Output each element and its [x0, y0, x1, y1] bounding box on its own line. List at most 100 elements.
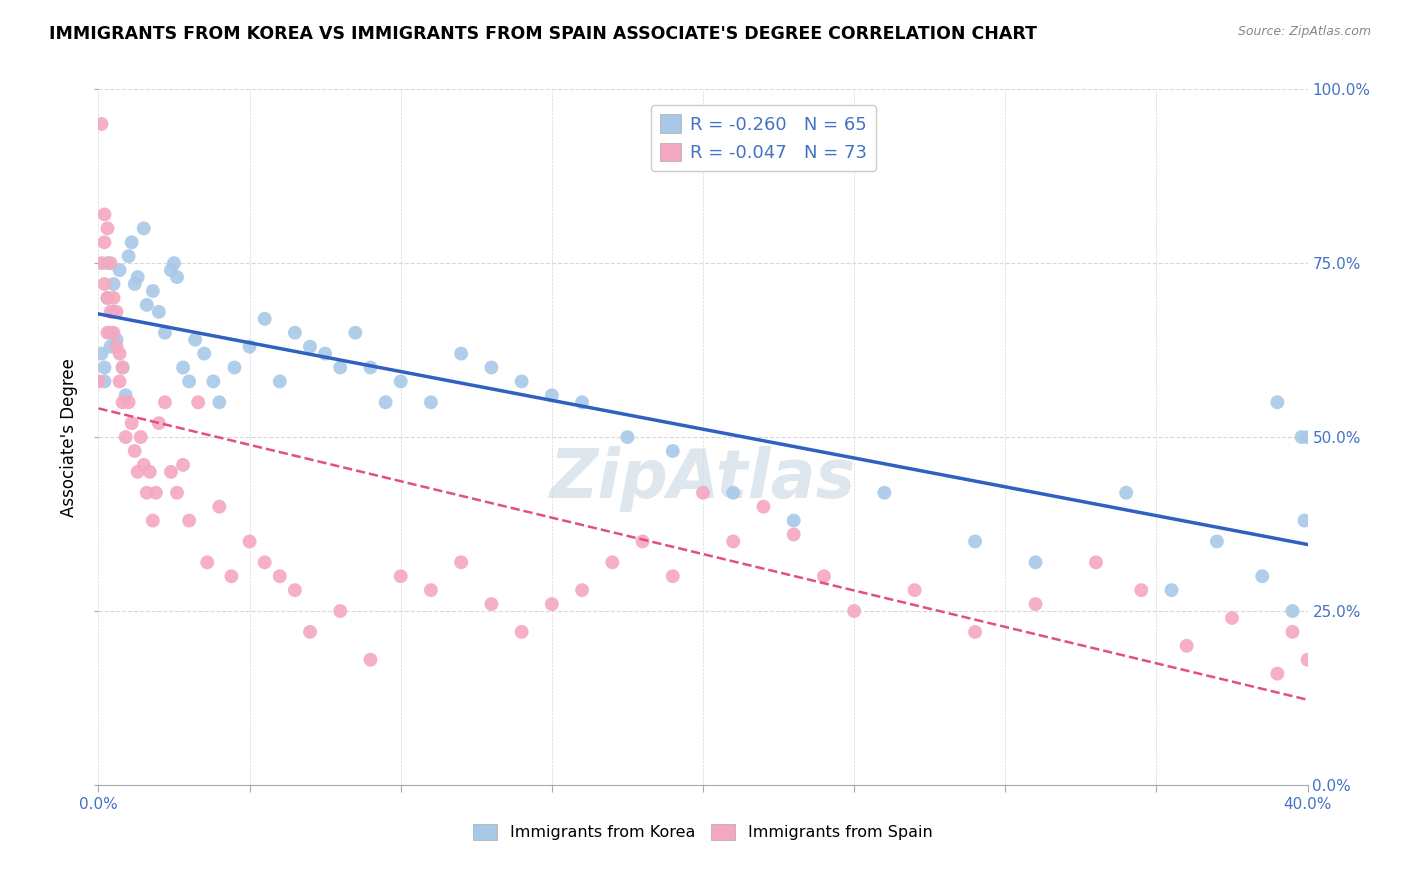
Point [90, 256, 112, 270]
Point [114, 430, 136, 444]
Point [481, 597, 503, 611]
Point [163, 256, 186, 270]
Point [100, 340, 122, 354]
Point [93, 360, 115, 375]
Point [873, 485, 896, 500]
Point [96, 221, 118, 235]
Text: ZipAtlas: ZipAtlas [550, 446, 856, 512]
Point [571, 583, 593, 598]
Point [96, 291, 118, 305]
Point [139, 465, 162, 479]
Point [172, 458, 194, 472]
Point [127, 465, 149, 479]
Point [103, 305, 125, 319]
Point [284, 326, 307, 340]
Point [1175, 639, 1198, 653]
Point [145, 485, 167, 500]
Point [135, 298, 157, 312]
Point [129, 430, 152, 444]
Point [374, 395, 396, 409]
Point [239, 340, 262, 354]
Point [389, 375, 412, 389]
Point [221, 569, 243, 583]
Text: Source: ZipAtlas.com: Source: ZipAtlas.com [1237, 25, 1371, 38]
Point [602, 555, 624, 569]
Point [1296, 653, 1319, 667]
Point [208, 500, 231, 514]
Point [1085, 555, 1108, 569]
Point [108, 346, 131, 360]
Point [90, 117, 112, 131]
Point [108, 263, 131, 277]
Point [103, 326, 125, 340]
Point [124, 444, 146, 458]
Point [329, 360, 352, 375]
Point [114, 388, 136, 402]
Point [844, 604, 866, 618]
Point [142, 284, 165, 298]
Point [111, 395, 134, 409]
Point [148, 305, 170, 319]
Point [160, 263, 183, 277]
Point [1291, 430, 1313, 444]
Point [103, 291, 125, 305]
Point [510, 375, 533, 389]
Point [93, 235, 115, 250]
Point [179, 375, 201, 389]
Point [616, 430, 638, 444]
Point [96, 291, 118, 305]
Point [93, 277, 115, 291]
Point [1206, 534, 1229, 549]
Point [360, 360, 382, 375]
Y-axis label: Associate's Degree: Associate's Degree [60, 358, 79, 516]
Point [239, 534, 262, 549]
Point [269, 375, 291, 389]
Point [360, 653, 382, 667]
Point [329, 604, 352, 618]
Point [723, 485, 745, 500]
Point [142, 514, 165, 528]
Point [121, 235, 143, 250]
Point [631, 534, 654, 549]
Point [132, 221, 155, 235]
Point [481, 360, 503, 375]
Text: IMMIGRANTS FROM KOREA VS IMMIGRANTS FROM SPAIN ASSOCIATE'S DEGREE CORRELATION CH: IMMIGRANTS FROM KOREA VS IMMIGRANTS FROM… [49, 25, 1038, 43]
Point [540, 597, 562, 611]
Point [389, 569, 412, 583]
Point [1296, 430, 1319, 444]
Point [510, 624, 533, 639]
Point [184, 333, 207, 347]
Point [132, 458, 155, 472]
Point [148, 416, 170, 430]
Point [105, 333, 128, 347]
Point [1281, 604, 1303, 618]
Point [193, 346, 215, 360]
Point [172, 360, 194, 375]
Point [153, 395, 176, 409]
Point [1024, 555, 1046, 569]
Point [124, 277, 146, 291]
Point [202, 375, 225, 389]
Point [284, 583, 307, 598]
Point [965, 534, 987, 549]
Point [111, 360, 134, 375]
Point [1115, 485, 1137, 500]
Point [1130, 583, 1153, 598]
Point [1220, 611, 1243, 625]
Point [87, 375, 110, 389]
Point [752, 500, 775, 514]
Point [1267, 666, 1289, 681]
Point [299, 624, 322, 639]
Point [783, 527, 806, 541]
Point [450, 555, 472, 569]
Point [1160, 583, 1182, 598]
Point [105, 340, 128, 354]
Point [166, 270, 188, 285]
Point [1251, 569, 1274, 583]
Point [420, 395, 443, 409]
Point [723, 534, 745, 549]
Point [118, 249, 141, 263]
Point [269, 569, 291, 583]
Point [661, 569, 683, 583]
Point [314, 346, 336, 360]
